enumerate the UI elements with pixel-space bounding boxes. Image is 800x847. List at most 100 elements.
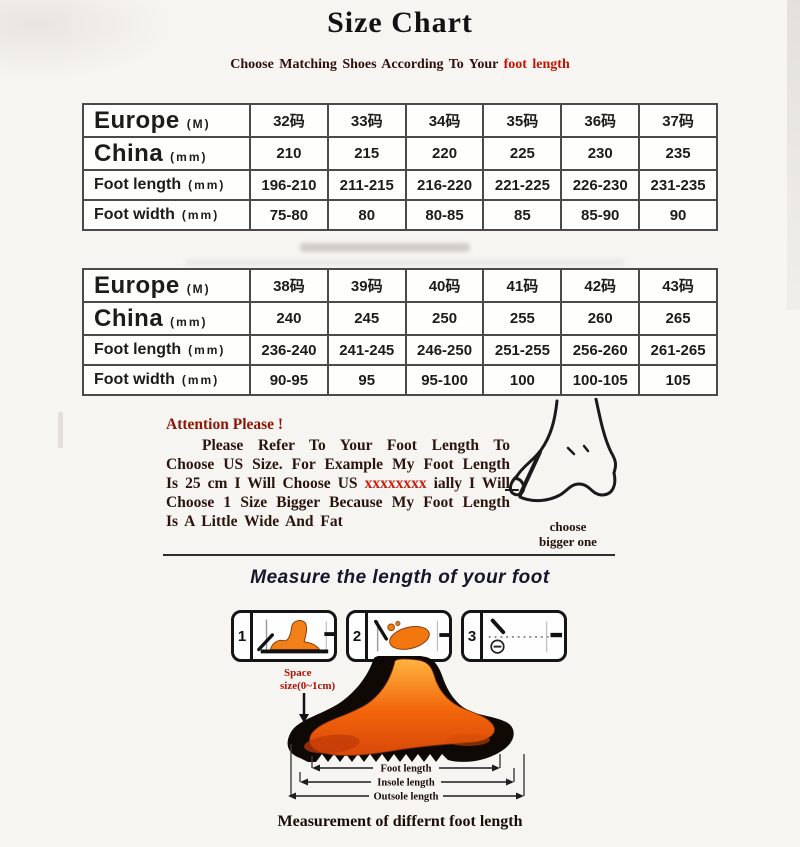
measurement-label-foot-length: Foot length	[380, 764, 431, 775]
scan-artifact	[787, 0, 800, 310]
attention-text-1: Please Refer To Your Foot Length To Choo…	[166, 437, 510, 492]
size-value-cell: 211-215	[326, 169, 407, 201]
row-label: Europe	[94, 106, 180, 134]
row-unit: (mm)	[181, 208, 220, 222]
size-value-cell: 251-255	[482, 334, 563, 366]
attention-body: Please Refer To Your Foot Length To Choo…	[166, 436, 510, 531]
size-table-row: Foot length (mm) 236-240 241-245 246-250 251-…	[82, 334, 718, 366]
row-label-cell: Foot width (mm)	[82, 364, 251, 396]
size-value-cell: 265	[638, 301, 718, 336]
size-table-row: China (mm) 240 245 250 255 260 265	[82, 301, 718, 336]
size-value-cell: 236-240	[249, 334, 329, 366]
size-value-cell: 42码	[560, 268, 641, 303]
step-number: 2	[349, 613, 368, 659]
row-label-cell: Foot length (mm)	[82, 169, 251, 201]
attention-heading: Attention Please !	[166, 416, 284, 433]
size-value-cell: 36码	[560, 103, 641, 138]
size-value-cell: 215	[326, 136, 407, 171]
size-value-cell: 231-235	[638, 169, 718, 201]
side-note: choose bigger one	[518, 519, 618, 549]
watermark-smudge	[300, 243, 470, 252]
size-value-cell: 75-80	[249, 199, 329, 231]
size-table-row: Foot length (mm) 196-210 211-215 216-220 221-…	[82, 169, 718, 201]
size-value-cell: 43码	[638, 268, 718, 303]
redacted-text: xxxxxxxx	[364, 475, 427, 492]
row-label-cell: Europe (M)	[82, 268, 251, 303]
space-label-line1: Space	[284, 667, 312, 679]
size-value-cell: 33码	[326, 103, 407, 138]
size-value-cell: 85-90	[560, 199, 641, 231]
size-table-row: Europe (M) 32码 33码 34码 35码 36码 37码	[82, 103, 718, 138]
size-value-cell: 90-95	[249, 364, 329, 396]
size-value-cell: 235	[638, 136, 718, 171]
side-note-line2: bigger one	[539, 534, 597, 549]
row-label: Europe	[94, 271, 180, 299]
page-title: Size Chart	[327, 6, 473, 39]
measurement-label-insole-length: Insole length	[377, 778, 435, 789]
size-value-cell: 216-220	[404, 169, 485, 201]
scan-artifact	[58, 412, 63, 448]
size-value-cell: 95	[326, 364, 407, 396]
size-value-cell: 105	[638, 364, 718, 396]
ruler-icon	[483, 613, 564, 659]
foot-side-icon	[253, 613, 334, 659]
size-value-cell: 34码	[404, 103, 485, 138]
side-note-line1: choose	[549, 519, 587, 534]
step-number: 1	[234, 613, 253, 659]
subtitle-main: Choose Matching Shoes According To Your	[230, 57, 504, 72]
size-table-row: Europe (M) 38码 39码 40码 41码 42码 43码	[82, 268, 718, 303]
size-value-cell: 100	[482, 364, 563, 396]
diagram-caption: Measurement of differnt foot length	[277, 813, 523, 830]
watermark-smudge	[185, 259, 625, 266]
size-value-cell: 220	[404, 136, 485, 171]
step-number: 3	[464, 613, 483, 659]
row-label: Foot width	[94, 206, 175, 223]
attention-note: Attention Please ! Please Refer To Your …	[166, 416, 510, 531]
size-value-cell: 225	[482, 136, 563, 171]
size-value-cell: 39码	[326, 268, 407, 303]
size-value-cell: 255	[482, 301, 563, 336]
row-label-cell: China (mm)	[82, 136, 251, 171]
row-label: China	[94, 304, 164, 332]
size-value-cell: 100-105	[560, 364, 641, 396]
size-value-cell: 196-210	[249, 169, 329, 201]
size-value-cell: 260	[560, 301, 641, 336]
size-value-cell: 245	[326, 301, 407, 336]
page-subtitle: Choose Matching Shoes According To Your …	[0, 57, 800, 73]
size-value-cell: 210	[249, 136, 329, 171]
row-unit: (mm)	[188, 343, 226, 357]
row-unit: (mm)	[170, 314, 208, 329]
size-value-cell: 226-230	[560, 169, 641, 201]
size-value-cell: 241-245	[326, 334, 407, 366]
row-label: Foot length	[94, 176, 182, 193]
space-label-line2: size(0~1cm)	[280, 680, 336, 692]
measure-step-1: 1	[231, 610, 337, 662]
measure-step-2: 2	[346, 610, 452, 662]
size-value-cell: 95-100	[404, 364, 485, 396]
foot-sketch-icon	[505, 398, 618, 503]
size-value-cell: 80	[326, 199, 407, 231]
size-table-eu38-43: Europe (M) 38码 39码 40码 41码 42码 43码 China (mm) 240 2…	[82, 268, 718, 396]
size-value-cell: 256-260	[560, 334, 641, 366]
measurement-label-outsole-length: Outsole length	[373, 792, 438, 803]
size-table-row: Foot width (mm) 90-95 95 95-100 100 100-105 105	[82, 364, 718, 396]
measure-heading: Measure the length of your foot	[250, 567, 550, 588]
measure-steps: 1 2 3	[231, 610, 567, 662]
size-value-cell: 37码	[638, 103, 718, 138]
row-unit: (M)	[186, 116, 211, 131]
size-value-cell: 41码	[482, 268, 563, 303]
size-value-cell: 221-225	[482, 169, 563, 201]
footprint-icon	[368, 613, 449, 659]
row-label-cell: Europe (M)	[82, 103, 251, 138]
row-label: Foot length	[94, 341, 182, 358]
size-table-row: Foot width (mm) 75-80 80 80-85 85 85-90 90	[82, 199, 718, 231]
row-label: China	[94, 139, 164, 167]
size-value-cell: 250	[404, 301, 485, 336]
size-value-cell: 35码	[482, 103, 563, 138]
row-unit: (mm)	[181, 373, 220, 387]
measure-step-3: 3	[461, 610, 567, 662]
size-value-cell: 32码	[249, 103, 329, 138]
row-label-cell: China (mm)	[82, 301, 251, 336]
row-unit: (mm)	[170, 149, 208, 164]
size-value-cell: 230	[560, 136, 641, 171]
